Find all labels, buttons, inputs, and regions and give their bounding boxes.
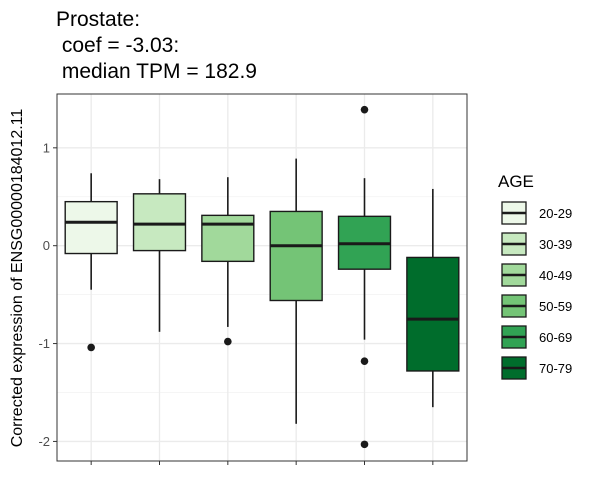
- title-line-3: median TPM = 182.9: [56, 60, 257, 83]
- y-axis-label: Corrected expression of ENSG00000184012.…: [9, 109, 26, 448]
- legend-label: 30-39: [539, 237, 572, 252]
- legend-item-20-29: 20-29: [501, 201, 572, 225]
- box: [406, 256, 460, 372]
- panel-border: [56, 93, 468, 462]
- outlier-point: [360, 357, 369, 365]
- outlier-point: [224, 337, 232, 346]
- legend-item-40-49: 40-49: [501, 263, 572, 287]
- legend-item-30-39: 30-39: [501, 232, 572, 256]
- box-group-20-29: [64, 173, 118, 352]
- box-group-40-49: [201, 177, 255, 346]
- y-tick-label: 1: [43, 140, 50, 155]
- plot-panel: [57, 94, 467, 461]
- y-tick-label: 0: [43, 238, 50, 253]
- box: [269, 210, 323, 302]
- legend-item-60-69: 60-69: [501, 325, 572, 349]
- legend-label: 70-79: [539, 361, 572, 376]
- legend-label: 50-59: [539, 299, 572, 314]
- panel-background: [57, 94, 467, 461]
- box-group-70-79: [406, 188, 460, 408]
- legend-item-70-79: 70-79: [501, 356, 572, 380]
- y-tick-label: -1: [38, 336, 50, 351]
- x-axis: [90, 461, 434, 465]
- y-axis: -2 -1 0 1: [38, 140, 57, 449]
- y-tick-label: -2: [38, 434, 50, 449]
- box-group-50-59: [269, 158, 323, 424]
- legend-label: 60-69: [539, 330, 572, 345]
- box: [64, 200, 118, 255]
- legend: AGE 20-29 30-39 40-49 50-59 60-69 70-79: [498, 172, 572, 380]
- outlier-point: [360, 440, 369, 449]
- legend-label: 20-29: [539, 206, 572, 221]
- legend-item-50-59: 50-59: [501, 294, 572, 318]
- box-group-60-69: [337, 105, 392, 449]
- legend-label: 40-49: [539, 268, 572, 283]
- box: [132, 193, 187, 252]
- outlier-point: [360, 105, 369, 114]
- box-group-30-39: [132, 179, 187, 332]
- title-line-1: Prostate:: [56, 8, 140, 31]
- chart-title: Prostate: coef = -3.03: median TPM = 182…: [56, 8, 257, 83]
- outlier-point: [87, 343, 95, 352]
- boxes-layer: [64, 105, 460, 449]
- title-line-2: coef = -3.03:: [56, 34, 179, 57]
- box: [201, 214, 255, 263]
- legend-title: AGE: [498, 172, 534, 191]
